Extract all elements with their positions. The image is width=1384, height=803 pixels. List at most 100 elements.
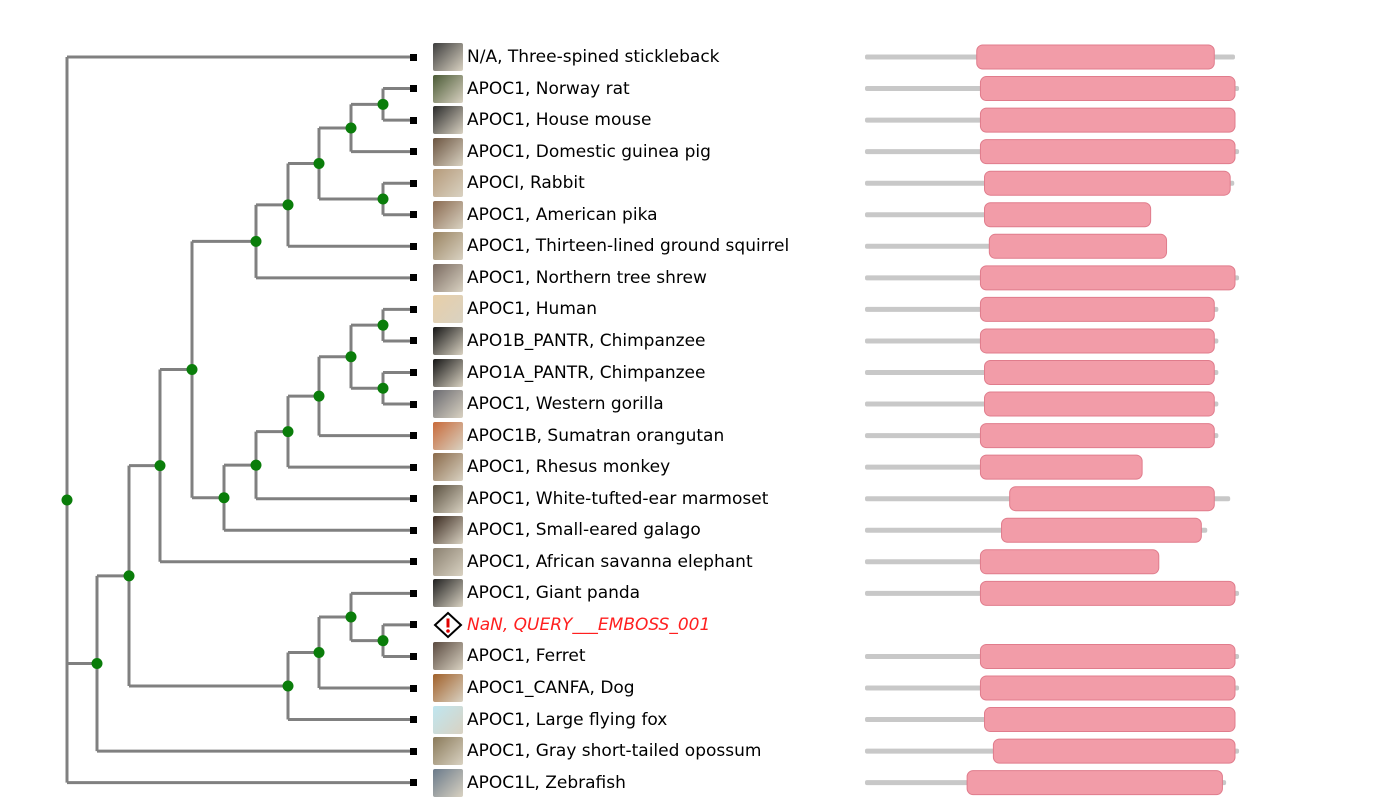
leaf-marker: [410, 495, 417, 503]
leaf-marker: [410, 779, 417, 787]
species-label: APOC1, African savanna elephant: [467, 551, 753, 572]
species-label: APOC1_CANFA, Dog: [467, 678, 635, 698]
tree-node: [345, 351, 357, 363]
leaf-marker: [410, 747, 417, 755]
species-label: APOC1, House mouse: [467, 110, 652, 131]
species-label: APOC1, Norway rat: [467, 78, 630, 99]
leaf-marker: [410, 716, 417, 724]
tree-node: [282, 426, 294, 438]
species-thumbnail: [433, 295, 463, 324]
species-thumbnail: [433, 358, 463, 387]
species-thumbnail: [433, 326, 463, 355]
leaf-marker: [410, 337, 417, 345]
species-label: APOC1, Rhesus monkey: [467, 457, 671, 478]
tree-node: [186, 364, 198, 376]
species-thumbnail: [433, 484, 463, 513]
query-label: NaN, QUERY___EMBOSS_001: [467, 614, 711, 635]
protein-domain: [966, 770, 1223, 796]
species-thumbnail: [433, 705, 463, 734]
species-thumbnail: [433, 106, 463, 135]
species-thumbnail: [433, 43, 463, 71]
protein-domain: [979, 296, 1215, 322]
protein-domain: [984, 391, 1215, 417]
species-label: APOC1, Giant panda: [467, 583, 641, 604]
leaf-marker: [410, 526, 417, 534]
tree-node: [61, 494, 73, 506]
species-label: APOC1, Gray short-tailed opossum: [467, 741, 762, 762]
tree-node: [123, 570, 135, 582]
leaf-marker: [410, 652, 417, 660]
tree-node: [377, 193, 389, 205]
protein-domain: [979, 139, 1236, 165]
protein-domain: [979, 549, 1160, 575]
species-label: APOC1, White-tufted-ear marmoset: [467, 488, 769, 509]
species-thumbnail: [433, 579, 463, 608]
leaf-marker: [410, 369, 417, 376]
protein-domain: [979, 107, 1236, 133]
tree-node: [313, 157, 325, 169]
species-thumbnail: [433, 674, 463, 702]
protein-domain: [984, 360, 1215, 385]
leaf-marker: [410, 305, 417, 313]
species-thumbnail: [433, 421, 463, 450]
protein-domain: [976, 44, 1215, 70]
species-label: APOC1, Human: [467, 299, 598, 320]
tree-node: [377, 98, 389, 110]
species-thumbnail: [433, 737, 463, 766]
leaf-marker: [410, 463, 417, 471]
species-label: APOC1, American pika: [467, 204, 658, 225]
tree-node: [282, 199, 294, 211]
species-label: APOCI, Rabbit: [467, 173, 585, 194]
tree-node: [377, 382, 389, 394]
species-label: APOC1, Northern tree shrew: [467, 267, 707, 288]
species-label: APOC1, Domestic guinea pig: [467, 141, 711, 162]
tree-node: [377, 319, 389, 331]
leaf-marker: [410, 432, 417, 440]
protein-domain: [1009, 486, 1215, 512]
protein-domain: [979, 76, 1236, 102]
warning-icon: [433, 611, 463, 639]
tree-node: [218, 492, 230, 504]
species-label: APOC1, Thirteen-lined ground squirrel: [467, 236, 790, 257]
species-thumbnail: [433, 390, 463, 419]
species-label: APOC1B, Sumatran orangutan: [467, 425, 725, 446]
species-thumbnail: [433, 232, 463, 261]
protein-domain: [979, 675, 1236, 701]
tree-node: [91, 657, 103, 669]
protein-domain: [984, 707, 1236, 733]
leaf-marker: [410, 53, 417, 61]
species-thumbnail: [433, 547, 463, 576]
species-label: APOC1, Ferret: [467, 646, 586, 667]
leaf-marker: [410, 116, 417, 124]
leaf-marker: [410, 148, 417, 156]
leaf-marker: [410, 558, 417, 566]
protein-domain: [979, 580, 1236, 606]
tree-node: [313, 647, 325, 659]
tree-node: [377, 635, 389, 647]
protein-domain: [979, 265, 1236, 291]
protein-domain: [979, 328, 1215, 354]
protein-domain: [984, 202, 1152, 228]
tree-node: [282, 680, 294, 692]
leaf-marker: [410, 179, 417, 187]
leaf-marker: [410, 400, 417, 408]
protein-domain: [979, 423, 1215, 449]
tree-node: [313, 390, 325, 402]
species-label: N/A, Three-spined stickleback: [467, 47, 720, 67]
species-thumbnail: [433, 516, 463, 545]
species-label: APO1B_PANTR, Chimpanzee: [467, 330, 706, 351]
protein-domain: [984, 170, 1231, 196]
leaf-marker: [410, 211, 417, 219]
species-thumbnail: [433, 263, 463, 292]
leaf-marker: [410, 274, 417, 282]
tree-node: [250, 235, 262, 247]
leaf-marker: [410, 242, 417, 250]
species-label: APOC1, Small-eared galago: [467, 520, 701, 541]
tree-node: [345, 611, 357, 623]
leaf-marker: [410, 589, 417, 597]
tree-node: [345, 122, 357, 134]
leaf-marker: [410, 684, 417, 692]
species-thumbnail: [433, 642, 463, 671]
leaf-marker: [410, 85, 417, 93]
species-label: APOC1, Large flying fox: [467, 709, 668, 730]
